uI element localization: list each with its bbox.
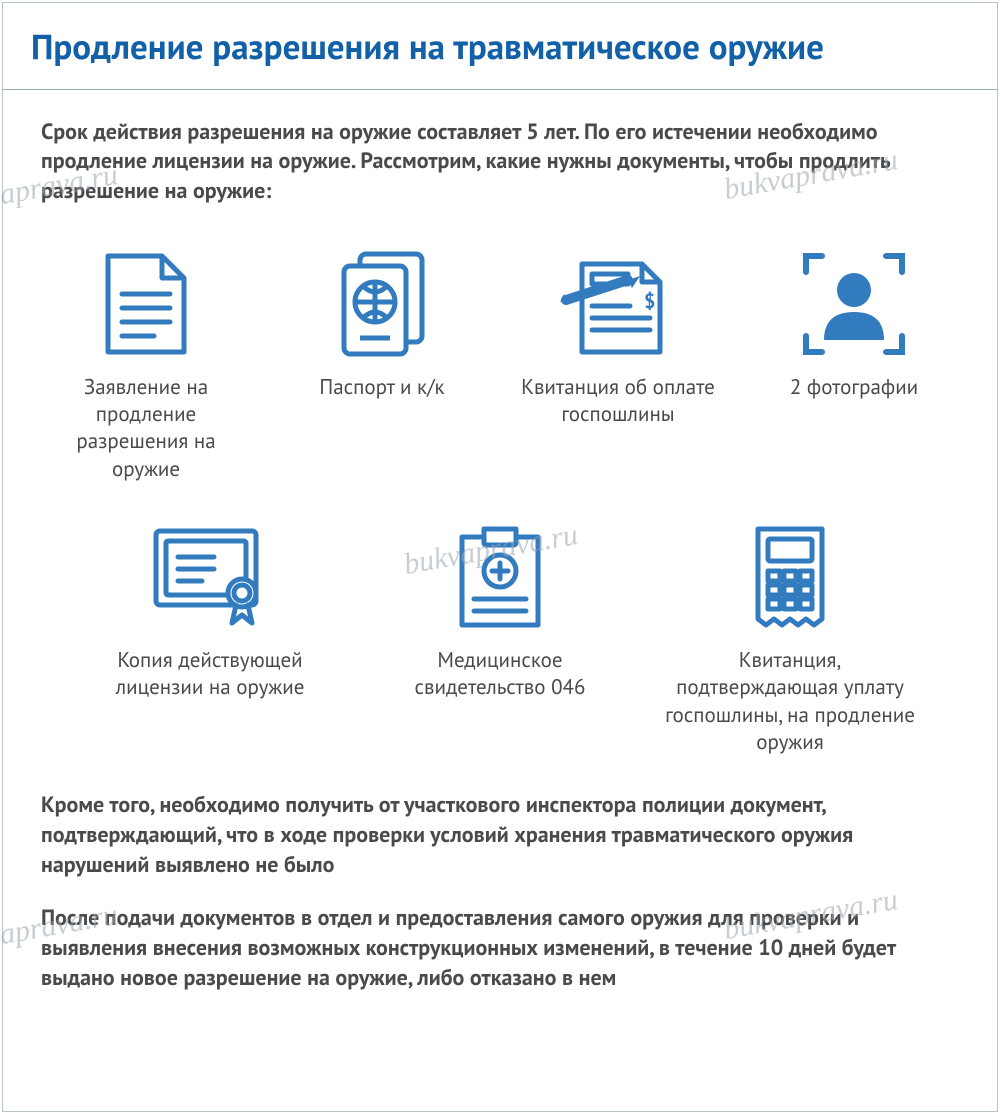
svg-text:$: $ [644, 288, 655, 314]
item-invoice: $ Квитанция об оплате госпошлины [513, 249, 723, 482]
invoice-icon: $ [558, 249, 678, 359]
item-photos: 2 фотографии [749, 249, 959, 482]
license-icon [150, 522, 270, 632]
paragraph-2: После подачи документов в отдел и предос… [3, 880, 997, 993]
medical-icon [454, 522, 546, 632]
item-receipt: Квитанция, подтверждающая уплату госпошл… [665, 522, 915, 755]
documents-row-2: Копия действующей лицензии на оружие М [3, 482, 997, 755]
item-passport: Паспорт и к/к [277, 249, 487, 482]
item-license: Копия действующей лицензии на оружие [85, 522, 335, 755]
item-label: Квитанция, подтверждающая уплату госпошл… [665, 646, 915, 755]
item-label: Медицинское свидетельство 046 [375, 646, 625, 701]
documents-row-1: Заявление на продление разрешения на ору… [3, 219, 997, 482]
item-medical: Медицинское свидетельство 046 [375, 522, 625, 755]
passport-icon [332, 249, 432, 359]
item-label: Заявление на продление разрешения на ору… [41, 373, 251, 482]
page-title: Продление разрешения на травматическое о… [3, 3, 997, 90]
intro-paragraph: Срок действия разрешения на оружие соста… [3, 90, 997, 219]
item-label: Копия действующей лицензии на оружие [85, 646, 335, 701]
page-container: Продление разрешения на травматическое о… [2, 2, 998, 1112]
photo-icon [800, 249, 908, 359]
receipt-icon [744, 522, 836, 632]
item-label: Паспорт и к/к [319, 373, 444, 400]
paragraph-1: Кроме того, необходимо получить от участ… [3, 755, 997, 880]
item-label: 2 фотографии [790, 373, 918, 400]
item-application: Заявление на продление разрешения на ору… [41, 249, 251, 482]
document-icon [102, 249, 190, 359]
item-label: Квитанция об оплате госпошлины [513, 373, 723, 428]
